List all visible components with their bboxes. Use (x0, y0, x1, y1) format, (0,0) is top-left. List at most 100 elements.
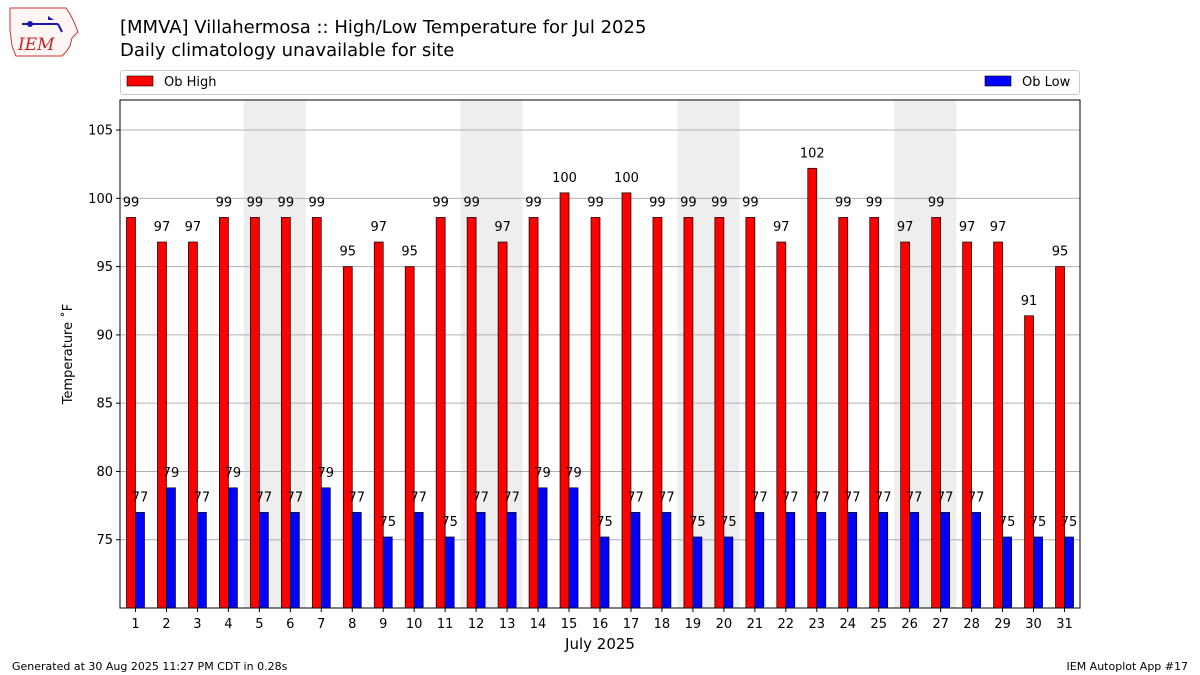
x-tick-label: 7 (317, 617, 325, 632)
high-bar-label: 99 (835, 195, 852, 210)
y-axis-label: Temperature ˚F (60, 304, 76, 405)
low-bar (135, 512, 145, 609)
x-tick-label: 16 (592, 617, 609, 632)
low-bar-label: 77 (256, 490, 273, 505)
high-bar-label: 97 (494, 220, 511, 235)
x-tick-label: 21 (747, 617, 764, 632)
high-bar (435, 217, 446, 609)
y-axis-ticks: 75 80 85 90 95 100 105 (88, 124, 120, 548)
chart-subtitle: Daily climatology unavailable for site (120, 40, 455, 61)
high-bar (157, 241, 167, 609)
x-tick-label: 5 (255, 617, 263, 632)
high-bar (590, 217, 601, 609)
low-bar-label: 75 (999, 515, 1016, 530)
low-bar-label: 79 (225, 466, 242, 481)
x-tick-label: 28 (963, 617, 980, 632)
high-bar (404, 266, 415, 609)
low-bar-label: 75 (379, 515, 396, 530)
low-bar-label: 77 (906, 490, 923, 505)
high-bar-label: 100 (552, 171, 577, 186)
low-bar-label: 77 (348, 490, 365, 505)
x-tick-label: 18 (654, 617, 671, 632)
low-bar (166, 487, 176, 609)
x-tick-label: 8 (348, 617, 356, 632)
x-tick-label: 30 (1025, 617, 1042, 632)
high-bar (219, 217, 229, 609)
high-bar-label: 99 (247, 195, 264, 210)
high-bar (931, 217, 941, 609)
low-bar (1002, 536, 1012, 609)
low-bar (568, 487, 579, 609)
x-tick-label: 4 (224, 617, 232, 632)
x-tick-label: 3 (193, 617, 201, 632)
low-bar-label: 79 (163, 466, 180, 481)
low-bar (444, 536, 455, 609)
low-bar (382, 536, 393, 609)
y-tick-label: 100 (88, 192, 113, 207)
y-tick-label: 95 (96, 260, 113, 275)
high-bar (900, 241, 911, 609)
low-bar-label: 75 (1061, 515, 1078, 530)
low-bar (537, 487, 548, 609)
high-bar-label: 102 (800, 146, 825, 161)
y-tick-label: 80 (96, 465, 113, 480)
low-bar-label: 77 (968, 490, 985, 505)
high-bar-label: 99 (463, 195, 480, 210)
x-tick-label: 17 (623, 617, 640, 632)
low-bar-label: 77 (287, 490, 304, 505)
low-bar (816, 512, 827, 609)
x-tick-label: 22 (778, 617, 795, 632)
x-tick-label: 20 (716, 617, 733, 632)
low-bar-label: 77 (782, 490, 799, 505)
x-axis-label: July 2025 (564, 635, 635, 653)
low-bar-label: 79 (534, 466, 551, 481)
low-bar (351, 512, 362, 609)
high-bar-label: 99 (278, 195, 295, 210)
high-bar (869, 217, 880, 609)
low-bar (754, 512, 765, 609)
low-bar (878, 512, 889, 609)
low-bar-label: 77 (410, 490, 427, 505)
x-tick-label: 13 (499, 617, 516, 632)
high-bar (528, 217, 539, 609)
x-tick-label: 29 (994, 617, 1011, 632)
low-bar (289, 512, 300, 609)
low-bar (630, 512, 641, 609)
app-credit: IEM Autoplot App #17 (1066, 660, 1189, 673)
high-bar-label: 99 (123, 195, 140, 210)
high-bar (250, 217, 260, 609)
low-bar (413, 512, 424, 609)
high-bar-label: 95 (339, 245, 356, 260)
high-bar (280, 217, 291, 609)
low-bar (1033, 536, 1043, 609)
high-bar-label: 99 (928, 195, 945, 210)
generated-timestamp: Generated at 30 Aug 2025 11:27 PM CDT in… (12, 660, 288, 673)
x-tick-label: 11 (437, 617, 454, 632)
high-bar (497, 241, 508, 609)
low-bar (909, 512, 920, 609)
low-bar-label: 77 (472, 490, 489, 505)
high-bar-label: 97 (370, 220, 387, 235)
low-bar-label: 79 (318, 466, 335, 481)
low-bar (971, 512, 981, 609)
high-bar (745, 217, 756, 609)
low-bar (723, 536, 734, 609)
legend: Ob High Ob Low (120, 70, 1080, 95)
x-tick-label: 26 (901, 617, 918, 632)
low-bar-label: 75 (720, 515, 737, 530)
low-bar (692, 536, 703, 609)
high-bar (776, 241, 787, 609)
high-bar-label: 97 (185, 220, 202, 235)
high-bar (311, 217, 322, 609)
low-bar-label: 77 (658, 490, 675, 505)
low-bar (228, 487, 238, 609)
low-bar (661, 512, 672, 609)
x-tick-label: 31 (1056, 617, 1073, 632)
high-bar (342, 266, 353, 609)
y-tick-label: 75 (96, 533, 113, 548)
x-tick-label: 27 (932, 617, 949, 632)
high-bar-label: 95 (401, 245, 418, 260)
x-tick-label: 2 (162, 617, 170, 632)
high-bar (962, 241, 972, 609)
